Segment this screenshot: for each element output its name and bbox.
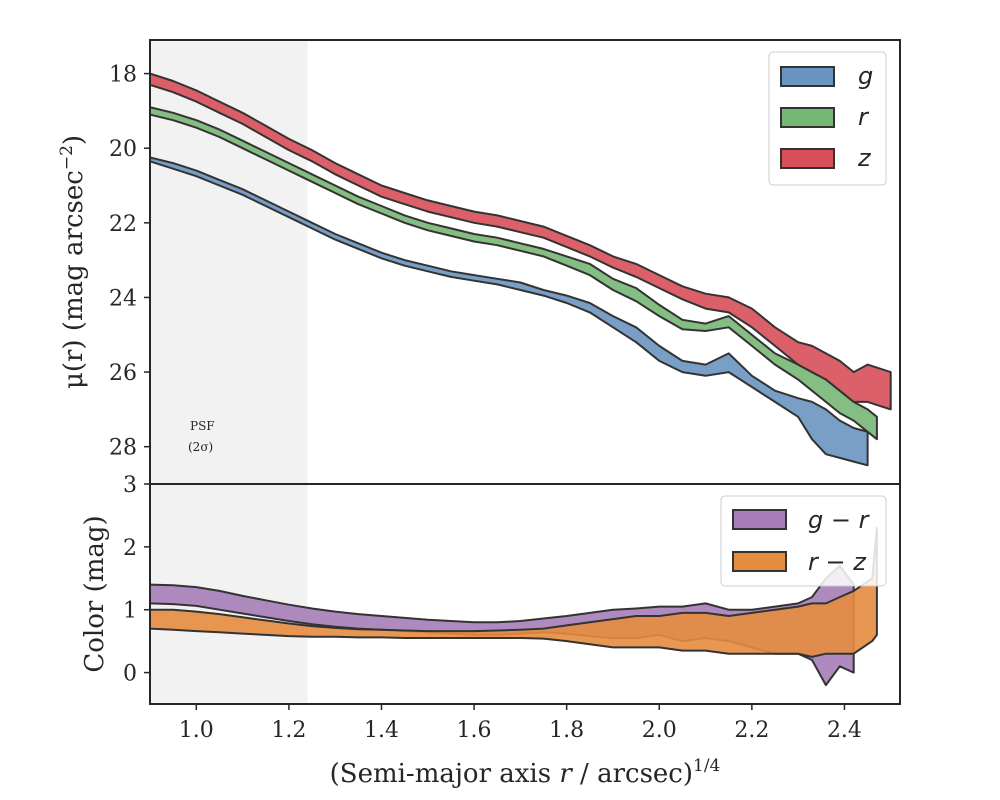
- x-axis-label-main: (Semi-major axis: [330, 759, 560, 789]
- x-tick-label: 2.4: [827, 718, 862, 743]
- x-axis-label: (Semi-major axis r / arcsec)1/4: [330, 756, 721, 789]
- x-tick-label: 1.6: [457, 718, 492, 743]
- y-tick-label: 26: [109, 361, 137, 386]
- legend-swatch-r: [780, 107, 835, 128]
- band-z: [150, 72, 892, 411]
- legend-swatch-g-r: [732, 509, 787, 530]
- legend-swatch-z: [780, 148, 835, 169]
- legend-label-g-r: g − r: [808, 506, 871, 534]
- legend-label-r-z: r − z: [808, 548, 867, 576]
- band-g: [150, 156, 869, 467]
- y-tick-label: 1: [123, 599, 137, 624]
- top-y-axis-label: μ(r) (mag arcsec−2): [57, 135, 89, 389]
- x-tick-label: 1.2: [271, 718, 306, 743]
- top-y-axis-label-sup: −2: [57, 145, 77, 170]
- psf-label-line1: PSF: [190, 419, 215, 433]
- y-tick-label: 3: [123, 473, 137, 498]
- y-tick-label: 28: [109, 436, 137, 461]
- x-tick-label: 2.2: [734, 718, 769, 743]
- legend-label-r: r: [858, 103, 870, 131]
- top-y-axis-label-close: ): [59, 135, 89, 145]
- x-axis-label-var: r: [559, 759, 573, 789]
- top-legend: g r z: [768, 51, 887, 186]
- bottom-panel: 0 1 2 3 1.0 1.2 1.4 1.6 1.8 2.0 2.2 2.4 Color (mag…: [80, 473, 901, 789]
- bottom-y-ticks: 0 1 2 3: [123, 473, 150, 687]
- top-series-group: [150, 72, 892, 467]
- x-tick-label: 1.4: [364, 718, 399, 743]
- y-tick-label: 24: [109, 286, 137, 311]
- bottom-x-ticks: 1.0 1.2 1.4 1.6 1.8 2.0 2.2 2.4: [179, 704, 862, 743]
- psf-label-line2: (2σ): [188, 440, 213, 454]
- legend-label-g: g: [858, 62, 873, 90]
- x-tick-label: 1.0: [179, 718, 214, 743]
- y-tick-label: 2: [123, 536, 137, 561]
- top-y-axis-label-main: μ(r) (mag arcsec: [59, 170, 89, 389]
- x-tick-label: 1.8: [549, 718, 584, 743]
- legend-label-z: z: [857, 144, 872, 172]
- top-y-ticks: 18 20 22 24 26 28: [109, 63, 150, 461]
- y-tick-label: 22: [109, 212, 137, 237]
- band-r: [150, 106, 878, 441]
- top-panel: 18 20 22 24 26 28 PSF (2σ) μ(r) (mag arcsec−2…: [57, 39, 901, 485]
- bottom-axes-frame: [149, 483, 901, 705]
- x-axis-label-sup: 1/4: [693, 756, 720, 776]
- legend-swatch-r-z: [732, 551, 787, 572]
- bottom-y-axis-label: Color (mag): [80, 515, 110, 672]
- y-tick-label: 20: [109, 137, 137, 162]
- x-tick-label: 2.0: [642, 718, 677, 743]
- x-axis-label-rest: / arcsec): [572, 759, 693, 789]
- bottom-legend: g − r r − z: [720, 495, 887, 587]
- y-tick-label: 18: [109, 63, 137, 88]
- bottom-series-group: [150, 527, 878, 687]
- y-tick-label: 0: [123, 662, 137, 687]
- legend-swatch-g: [780, 66, 835, 87]
- band-r-z: [150, 527, 878, 658]
